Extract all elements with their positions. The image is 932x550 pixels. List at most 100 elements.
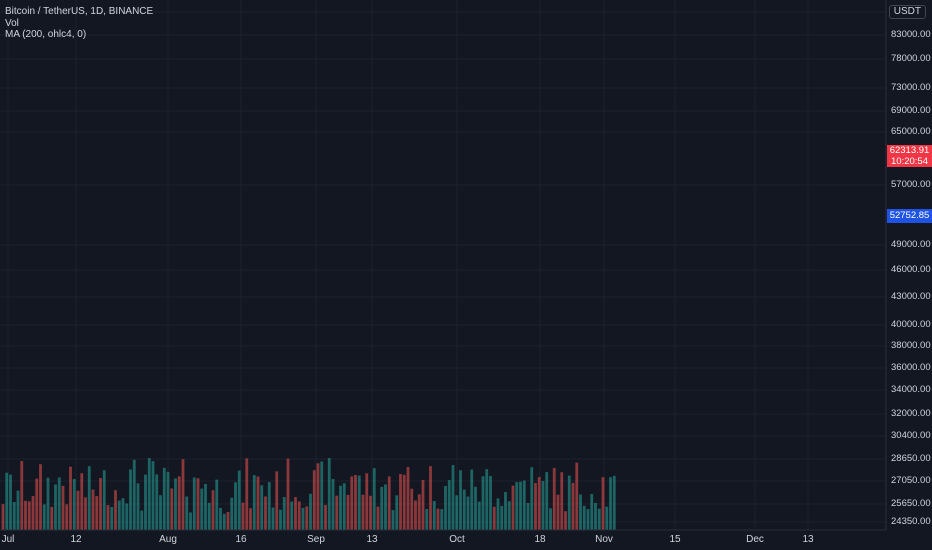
volume-bar (346, 494, 350, 530)
volume-bar (474, 486, 477, 530)
volume-indicator-label[interactable]: Vol (5, 17, 19, 29)
volume-bar (46, 477, 50, 530)
volume-bar (1, 504, 5, 530)
time-tick-label: Dec (746, 534, 764, 545)
volume-bar (425, 509, 429, 530)
volume-bar (470, 469, 474, 530)
volume-bar (609, 477, 612, 530)
volume-bar (129, 469, 132, 530)
volume-bar (72, 479, 76, 530)
volume-bar (309, 493, 312, 530)
price-tick-label: 34000.00 (891, 384, 931, 395)
price-tick-label: 73000.00 (891, 82, 931, 93)
volume-bar (361, 494, 365, 530)
volume-bar (571, 482, 575, 530)
volume-bar (256, 476, 260, 530)
volume-bar (485, 469, 489, 530)
volume-bar (462, 489, 466, 530)
time-tick-label: Oct (449, 534, 465, 545)
volume-bar (342, 483, 346, 530)
volume-bar (410, 488, 414, 530)
volume-bar (177, 476, 181, 530)
volume-bar (414, 500, 417, 530)
volume-bar (372, 468, 376, 530)
volume-bar (579, 494, 582, 530)
volume-bar (541, 481, 545, 530)
volume-bar (417, 494, 421, 530)
volume-bar (170, 488, 174, 530)
time-tick-label: 15 (669, 534, 681, 545)
time-tick-label: Sep (307, 534, 325, 545)
volume-bar (136, 483, 140, 530)
volume-bar (357, 475, 361, 530)
volume-bar (552, 467, 556, 530)
volume-bar (162, 467, 166, 530)
volume-bar (477, 501, 481, 530)
volume-bar (147, 458, 151, 530)
volume-bar (504, 491, 507, 530)
volume-bar (481, 476, 485, 530)
time-tick-label: Nov (595, 534, 613, 545)
price-tick-label: 30400.00 (891, 430, 931, 441)
grid-lines (0, 0, 886, 530)
price-tick-label: 27050.00 (891, 475, 931, 486)
volume-bar (50, 506, 54, 530)
time-tick-label: 12 (70, 534, 82, 545)
volume-bar (466, 496, 470, 530)
volume-bar (159, 495, 162, 530)
volume-bar (226, 511, 230, 530)
volume-bar (582, 505, 586, 530)
volume-bar (211, 490, 215, 530)
volume-bar (245, 458, 249, 530)
volume-bar (110, 506, 114, 530)
volume-bar (556, 494, 560, 530)
volume-bar (395, 495, 399, 530)
current-price-value: 62313.91 (889, 145, 930, 156)
volume-bar (384, 484, 387, 530)
volume-bar (421, 480, 425, 530)
ma-indicator-label[interactable]: MA (200, ohlc4, 0) (5, 29, 87, 40)
volume-bar (537, 477, 541, 530)
volume-bar (511, 485, 515, 530)
volume-bar (312, 470, 316, 530)
time-tick-label: 13 (366, 534, 378, 545)
volume-bar (316, 463, 320, 530)
volume-bar (459, 470, 462, 530)
price-tick-label: 24350.00 (891, 516, 931, 527)
price-tick-label: 28650.00 (891, 453, 931, 464)
time-tick-label: 13 (802, 534, 814, 545)
volume-bar (12, 502, 16, 530)
volume-bar (286, 458, 290, 530)
volume-bar (151, 461, 155, 530)
price-tick-label: 36000.00 (891, 362, 931, 373)
volume-bar (76, 490, 80, 530)
volume-bar (222, 513, 226, 530)
volume-bar (564, 511, 567, 530)
volume-bar (125, 503, 129, 530)
volume-bar (545, 472, 549, 530)
volume-bar (230, 497, 234, 530)
volume-bar (192, 477, 196, 530)
volume-bar (320, 461, 324, 530)
volume-bar (31, 495, 35, 530)
volume-bar (27, 501, 31, 530)
volume-bar (515, 482, 519, 530)
volume-bar (241, 502, 245, 530)
volume-bar (500, 505, 504, 530)
volume-bar (376, 506, 380, 530)
volume-bar (279, 509, 282, 530)
volume-bar (61, 485, 65, 530)
symbol-title[interactable]: Bitcoin / TetherUS, 1D, BINANCE (5, 6, 154, 17)
time-tick-label: Aug (159, 534, 177, 545)
volume-bar (297, 501, 301, 530)
currency-selector[interactable]: USDT (888, 5, 926, 19)
volume-bar (174, 478, 177, 530)
bar-countdown: 10:20:54 (891, 156, 928, 167)
volume-bar (590, 493, 594, 530)
volume-bar (234, 482, 237, 530)
volume-bar (54, 484, 57, 530)
volume-bar (20, 461, 24, 530)
volume-bar (271, 507, 275, 530)
volume-bar (80, 473, 84, 530)
